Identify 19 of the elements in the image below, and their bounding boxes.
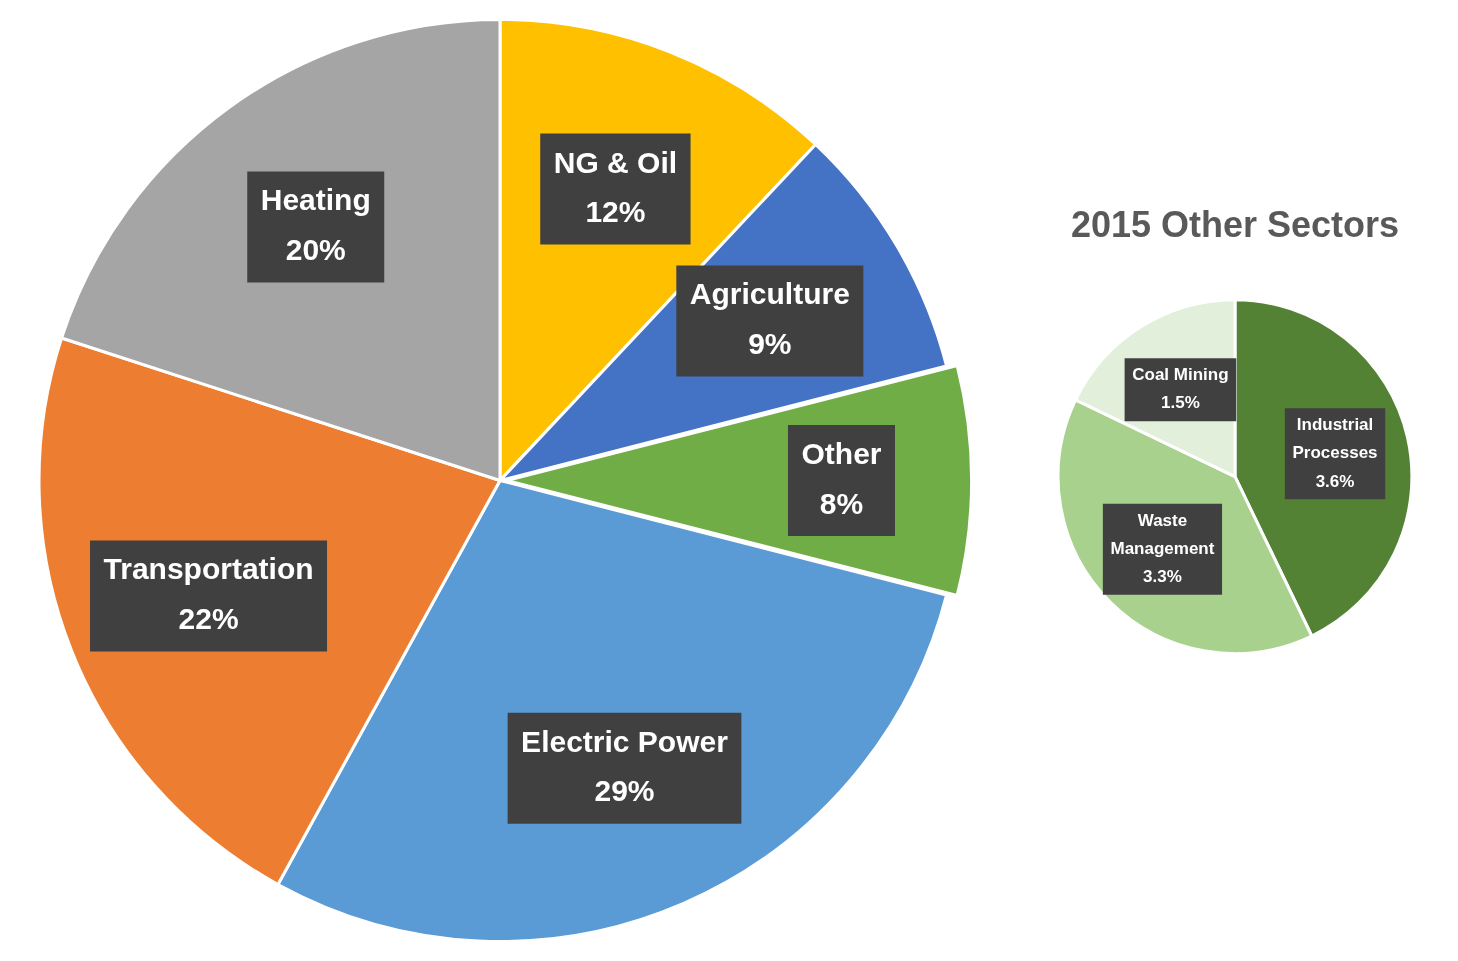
slice-label: Heating xyxy=(260,183,371,217)
slice-label: Agriculture xyxy=(689,277,850,311)
data-label: 1.5% xyxy=(1161,393,1200,413)
slice-label: Industrial Processes xyxy=(1292,415,1378,463)
slice-label: Electric Power xyxy=(521,724,729,758)
data-label: 29% xyxy=(594,774,655,808)
chart-title: 2015 Other Sectors xyxy=(1070,203,1400,245)
slice-label: NG & Oil xyxy=(553,145,678,179)
data-label: 22% xyxy=(178,601,239,635)
slice-label: Transportation xyxy=(103,552,314,586)
data-label: 3.3% xyxy=(1143,566,1182,586)
data-label: 12% xyxy=(585,195,646,229)
slice-label: Waste Management xyxy=(1110,510,1215,558)
slice-label: Other xyxy=(801,437,882,471)
data-label: 3.6% xyxy=(1315,471,1355,491)
slice-label: Coal Mining xyxy=(1132,365,1229,385)
data-label: 8% xyxy=(819,486,864,520)
data-label: 20% xyxy=(285,232,346,266)
data-label: 9% xyxy=(748,326,792,360)
